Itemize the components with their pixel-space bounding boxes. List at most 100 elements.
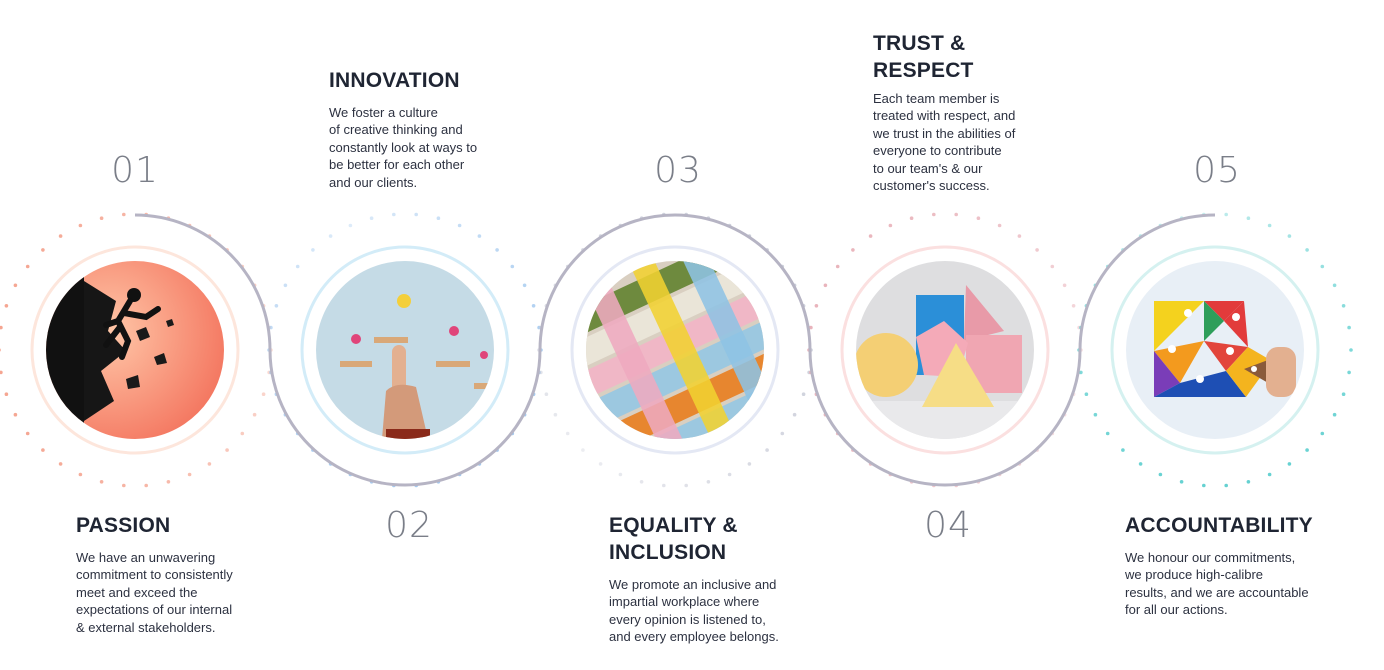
ring-inner-4 xyxy=(840,245,1050,455)
ring-dot xyxy=(122,483,126,488)
ring-dot xyxy=(78,472,83,477)
ring-dot xyxy=(240,431,245,436)
value-block-equality: EQUALITY & INCLUSION We promote an inclu… xyxy=(609,512,829,646)
value-number-3: 03 xyxy=(654,150,702,191)
ring-dot xyxy=(1320,431,1325,436)
ring-dot xyxy=(851,248,855,252)
ring-dot xyxy=(436,216,441,220)
description-line: & external stakeholders. xyxy=(76,619,216,635)
value-title-equality: EQUALITY & INCLUSION xyxy=(609,512,829,566)
ring-dot xyxy=(328,234,333,238)
geometric-shapes-icon xyxy=(856,261,1034,439)
ring-dot xyxy=(823,283,828,288)
value-description-innovation: We foster a culture of creative thinking… xyxy=(329,104,549,191)
ring-dot xyxy=(187,472,192,477)
ring-dot xyxy=(932,212,936,217)
ring-dot xyxy=(1349,348,1353,352)
ring-dot xyxy=(835,264,840,269)
ring-dot xyxy=(392,212,396,217)
ring-dot xyxy=(13,412,18,417)
description-line: for all our actions. xyxy=(1125,602,1228,618)
description-line: everyone to contribute xyxy=(873,143,1002,159)
ring-dot xyxy=(25,431,30,436)
ring-dot xyxy=(0,370,3,375)
accountability-image xyxy=(1126,261,1304,439)
ring-dot xyxy=(544,392,549,397)
ring-dot xyxy=(765,448,769,452)
ring-dot xyxy=(792,412,797,417)
ring-dot xyxy=(1079,370,1083,375)
ring-dot xyxy=(1138,462,1143,466)
ring-dot xyxy=(0,325,3,330)
ring-dot xyxy=(1305,448,1309,452)
ring-dot xyxy=(747,462,752,466)
value-description-trust: Each team member is treated with respect… xyxy=(873,90,1093,194)
ring-dot xyxy=(348,223,353,228)
serpentine-line xyxy=(134,213,1216,487)
title-line: EQUALITY & xyxy=(609,514,738,537)
ring-dot xyxy=(252,412,257,417)
ring-dot xyxy=(814,304,819,308)
trust-image xyxy=(856,261,1034,439)
description-line: meet and exceed the xyxy=(76,584,198,600)
description-line: treated with respect, and xyxy=(873,108,1016,124)
ring-dot xyxy=(207,462,212,466)
value-title-innovation: INNOVATION xyxy=(329,67,549,94)
ring-dot xyxy=(531,304,536,308)
description-line: we produce high-calibre xyxy=(1125,567,1264,583)
ring-dot xyxy=(954,212,958,217)
description-line: we trust in the abilities of xyxy=(873,125,1016,141)
lightbulb-steps-icon xyxy=(316,261,494,439)
ring-dot xyxy=(1071,304,1076,308)
value-number-2: 02 xyxy=(385,505,433,546)
ring-dot xyxy=(122,212,126,217)
value-block-passion: PASSION We have an unwavering commitment… xyxy=(76,512,296,636)
ring-dot xyxy=(1347,325,1351,330)
ring-dot xyxy=(598,462,603,466)
ring-dot xyxy=(225,448,229,452)
description-line: customer's success. xyxy=(873,178,990,194)
ring-dot xyxy=(565,431,570,436)
ring-dot xyxy=(1035,248,1039,252)
ring-dot xyxy=(414,212,419,217)
description-line: We have an unwavering xyxy=(76,550,216,565)
ring-dot xyxy=(727,472,732,477)
value-title-accountability: ACCOUNTABILITY xyxy=(1125,512,1375,539)
value-title-trust: TRUST & RESPECT xyxy=(873,30,1093,84)
equality-image xyxy=(586,261,764,439)
ring-inner-3 xyxy=(570,245,780,455)
ring-dot xyxy=(1267,472,1272,477)
ring-dot xyxy=(457,223,462,228)
value-block-trust: TRUST & RESPECT Each team member is trea… xyxy=(873,30,1093,194)
ring-dot xyxy=(1093,412,1098,417)
ring-dot xyxy=(780,431,785,436)
ring-dot xyxy=(1305,248,1309,252)
ring-dot xyxy=(41,448,45,452)
value-number-4: 04 xyxy=(924,505,972,546)
value-number-5: 05 xyxy=(1193,150,1241,191)
ring-dot xyxy=(261,392,266,397)
ring-dot xyxy=(1050,264,1055,269)
ring-dot xyxy=(706,480,711,484)
ring-dot xyxy=(99,480,104,484)
ring-dot xyxy=(1347,370,1351,375)
ring-dot xyxy=(1105,431,1110,436)
title-line: INCLUSION xyxy=(609,541,727,564)
ring-dot xyxy=(1202,483,1206,488)
ring-dot xyxy=(58,234,63,238)
description-line: We foster a culture xyxy=(329,105,438,120)
breaking-wall-climber-icon xyxy=(46,261,224,439)
ring-dot xyxy=(553,412,558,417)
ring-dot xyxy=(13,283,18,288)
ring-dot xyxy=(166,480,171,484)
description-line: We honour our commitments, xyxy=(1125,550,1296,565)
ring-dot xyxy=(888,223,893,228)
description-line: be better for each other xyxy=(329,157,465,173)
ring-dot xyxy=(1341,392,1346,397)
ring-dot xyxy=(1062,283,1067,288)
description-line: and our clients. xyxy=(329,174,418,190)
value-number-1: 01 xyxy=(111,150,159,191)
ring-dot xyxy=(809,325,813,330)
description-line: commitment to consistently xyxy=(76,567,233,583)
ring-dot xyxy=(1332,412,1337,417)
